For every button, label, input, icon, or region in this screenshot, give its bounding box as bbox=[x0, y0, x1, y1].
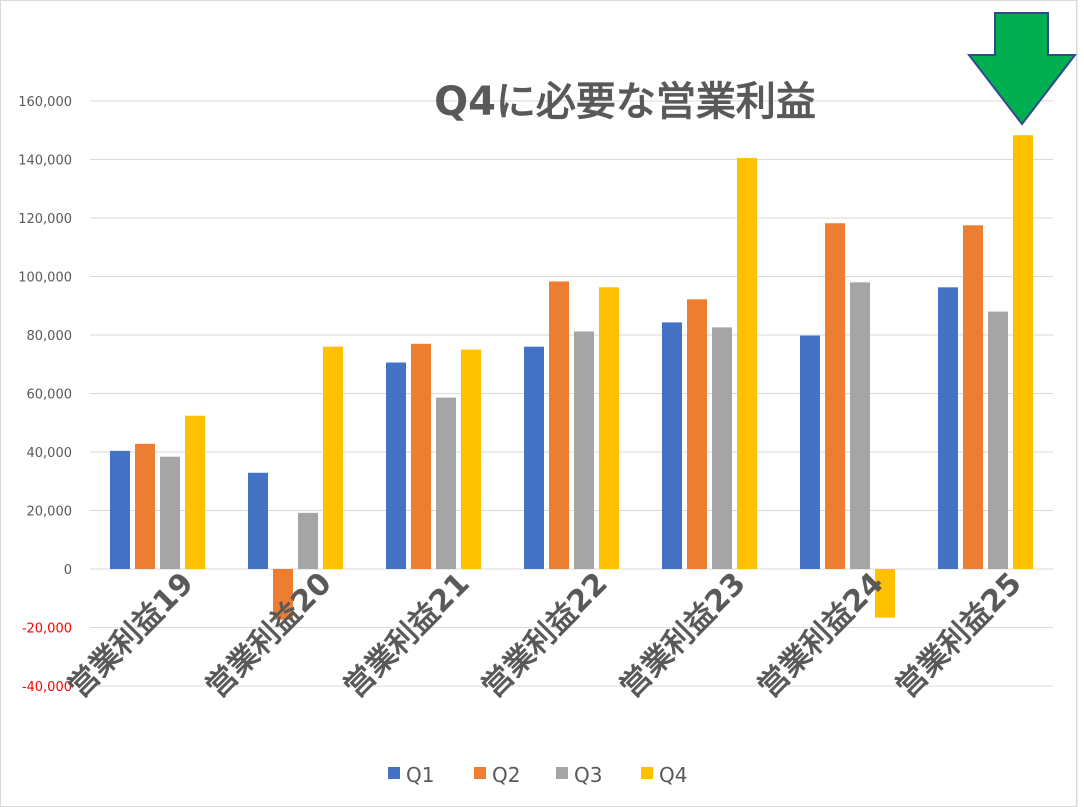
bar-q2 bbox=[411, 343, 431, 569]
legend-label-q1: Q1 bbox=[406, 763, 434, 787]
y-tick-label: 100,000 bbox=[18, 271, 72, 286]
y-tick-label: 80,000 bbox=[27, 329, 73, 344]
y-tick-label: 0 bbox=[64, 563, 72, 578]
bar-q3 bbox=[850, 282, 870, 569]
y-tick-label: -40,000 bbox=[22, 680, 72, 695]
bar-q1 bbox=[248, 472, 268, 569]
bar-q3 bbox=[436, 397, 456, 569]
chart-title: Q4に必要な営業利益 bbox=[434, 79, 816, 125]
down-arrow-icon bbox=[966, 12, 1078, 126]
bar-q2 bbox=[135, 443, 155, 569]
bar-q2 bbox=[687, 299, 707, 569]
bar-q2 bbox=[549, 281, 569, 569]
bar-q1 bbox=[938, 287, 958, 569]
bar-q3 bbox=[712, 327, 732, 569]
bar-q2 bbox=[825, 223, 845, 569]
y-tick-label: 20,000 bbox=[27, 505, 73, 520]
bar-q4 bbox=[737, 158, 757, 569]
bar-q3 bbox=[574, 331, 594, 569]
legend-swatch-q2 bbox=[474, 767, 486, 779]
y-tick-label: 40,000 bbox=[27, 446, 73, 461]
bar-q1 bbox=[386, 362, 406, 569]
bar-q3 bbox=[298, 512, 318, 569]
legend-label-q4: Q4 bbox=[659, 763, 687, 787]
bar-q4 bbox=[323, 346, 343, 569]
bar-q4 bbox=[461, 349, 481, 569]
bar-q2 bbox=[963, 225, 983, 569]
bar-q1 bbox=[110, 450, 130, 569]
bar-q3 bbox=[988, 311, 1008, 569]
legend-label-q3: Q3 bbox=[574, 763, 602, 787]
y-tick-label: 120,000 bbox=[18, 212, 72, 227]
legend-swatch-q4 bbox=[641, 767, 653, 779]
bar-q1 bbox=[800, 335, 820, 569]
bar-q2 bbox=[273, 569, 293, 620]
legend-label-q2: Q2 bbox=[492, 763, 520, 787]
y-tick-label: 60,000 bbox=[27, 388, 73, 403]
legend-swatch-q1 bbox=[388, 767, 400, 779]
legend-swatch-q3 bbox=[556, 767, 568, 779]
y-tick-label: 160,000 bbox=[18, 95, 72, 110]
bar-q3 bbox=[160, 456, 180, 569]
bar-q4 bbox=[185, 415, 205, 569]
y-tick-label: 140,000 bbox=[18, 154, 72, 169]
bar-q4 bbox=[1013, 135, 1033, 569]
y-tick-label: -20,000 bbox=[22, 622, 72, 637]
bar-q4 bbox=[875, 569, 895, 618]
bar-q1 bbox=[662, 322, 682, 569]
bar-q1 bbox=[524, 346, 544, 569]
bar-q4 bbox=[599, 287, 619, 569]
